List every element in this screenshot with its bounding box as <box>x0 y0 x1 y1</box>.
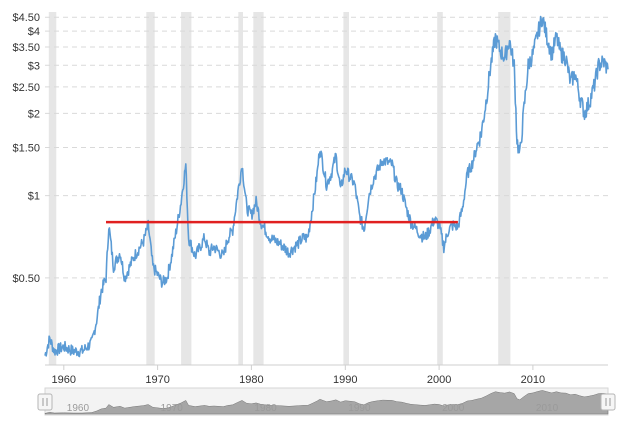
navigator-tick-label: 1970 <box>161 403 184 414</box>
recession-band <box>146 12 155 365</box>
x-tick-label: 1960 <box>52 374 76 386</box>
navigator-tick-label: 1990 <box>348 403 371 414</box>
navigator-left-handle[interactable] <box>37 393 53 411</box>
y-tick-label: $3.50 <box>12 42 40 54</box>
navigator-right-handle[interactable] <box>600 393 616 411</box>
recession-band <box>437 12 443 365</box>
x-tick-label: 2010 <box>521 374 545 386</box>
recession-band <box>498 12 511 365</box>
series-layer <box>44 15 609 358</box>
x-axis: 1960 1970 1980 1990 2000 2010 <box>52 365 545 386</box>
x-tick-label: 2000 <box>427 374 451 386</box>
recession-band <box>343 12 349 365</box>
y-tick-label: $3 <box>28 60 40 72</box>
navigator-tick-label: 1960 <box>67 403 90 414</box>
x-tick-label: 1970 <box>145 374 169 386</box>
y-tick-label: $1 <box>28 191 40 203</box>
price-series-line <box>44 15 609 358</box>
y-grid-lines <box>45 16 608 279</box>
navigator-tick-label: 1980 <box>254 403 277 414</box>
recession-band <box>253 12 264 365</box>
navigator-labels: 1960 1970 1980 1990 2000 2010 <box>67 403 559 414</box>
y-tick-label: $0.50 <box>12 273 40 285</box>
x-tick-label: 1990 <box>333 374 357 386</box>
y-tick-label: $4 <box>28 26 40 38</box>
recession-band <box>48 12 57 365</box>
y-tick-label: $4.50 <box>12 12 40 24</box>
y-axis: $4.50 $4 $3.50 $3 $2.50 $2 $1.50 $1 $0.50 <box>12 12 40 285</box>
navigator-tick-label: 2000 <box>442 403 465 414</box>
x-tick-label: 1980 <box>239 374 263 386</box>
y-tick-label: $2 <box>28 108 40 120</box>
y-tick-label: $1.50 <box>12 143 40 155</box>
range-navigator[interactable]: 1960 1970 1980 1990 2000 2010 <box>37 387 616 416</box>
navigator-area <box>44 390 609 415</box>
y-tick-label: $2.50 <box>12 82 40 94</box>
recession-band <box>238 12 243 365</box>
navigator-tick-label: 2010 <box>536 403 559 414</box>
